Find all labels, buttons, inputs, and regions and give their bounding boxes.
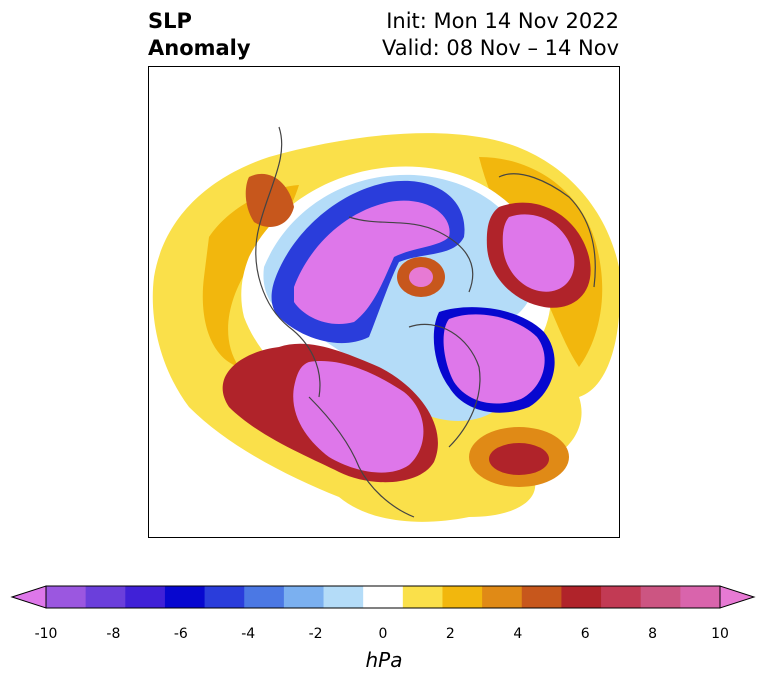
colorbar-tick-label: -2 bbox=[308, 626, 323, 642]
colorbar-frame bbox=[45, 585, 721, 609]
anomaly-arctic-low-core bbox=[294, 200, 450, 325]
colorbar-tick-label: -6 bbox=[173, 626, 188, 642]
colorbar-bin bbox=[85, 586, 126, 608]
colorbar-tick-label: 0 bbox=[378, 626, 388, 642]
title-subtitle: Anomaly bbox=[148, 36, 251, 60]
valid-period: Valid: 08 Nov – 14 Nov bbox=[382, 36, 619, 60]
colorbar-bin bbox=[442, 586, 483, 608]
init-time: Init: Mon 14 Nov 2022 bbox=[386, 9, 619, 33]
colorbar-tick-label: 4 bbox=[513, 626, 523, 642]
colorbar-right-extend bbox=[719, 585, 756, 609]
map-panel bbox=[148, 66, 620, 538]
colorbar-bin bbox=[323, 586, 364, 608]
colorbar-bin bbox=[521, 586, 562, 608]
anomaly-siberia-high-core bbox=[409, 267, 433, 287]
colorbar-bin bbox=[601, 586, 642, 608]
map-svg bbox=[152, 126, 619, 522]
colorbar-bin bbox=[164, 586, 206, 608]
colorbar-bin bbox=[283, 586, 325, 608]
colorbar-bin bbox=[125, 586, 166, 608]
colorbar-bin bbox=[204, 586, 245, 608]
colorbar-unit: hPa bbox=[365, 648, 403, 672]
colorbar-bin bbox=[363, 586, 404, 608]
colorbar-bin bbox=[640, 586, 681, 608]
colorbar-bin bbox=[561, 586, 602, 608]
colorbar-bin bbox=[402, 586, 443, 608]
colorbar-bin bbox=[244, 586, 285, 608]
colorbar-tick-label: 6 bbox=[580, 626, 590, 642]
colorbar-left-extend bbox=[10, 585, 47, 609]
anomaly-west-high-core bbox=[293, 361, 424, 473]
colorbar-tick-label: -10 bbox=[34, 626, 58, 642]
colorbar-bin bbox=[46, 586, 87, 608]
colorbar-bin bbox=[680, 586, 721, 608]
title-right: Init: Mon 14 Nov 2022 Valid: 08 Nov – 14… bbox=[382, 8, 619, 62]
colorbar-tick-label: 8 bbox=[648, 626, 658, 642]
anomaly-atlantic-low-core bbox=[443, 314, 545, 404]
colorbar-tick-label: -4 bbox=[241, 626, 256, 642]
colorbar-tick-label: 10 bbox=[711, 626, 729, 642]
anomaly-northwest-high bbox=[245, 173, 294, 227]
anomaly-pacific-high-core bbox=[489, 443, 549, 475]
anomaly-east-high-core bbox=[502, 214, 575, 292]
colorbar-tick-label: 2 bbox=[445, 626, 455, 642]
title-variable: SLP bbox=[148, 9, 192, 33]
coastlines bbox=[255, 126, 596, 518]
colorbar-bin bbox=[482, 586, 523, 608]
title-left: SLP Anomaly bbox=[148, 8, 251, 62]
colorbar bbox=[10, 585, 756, 609]
colorbar-tick-label: -8 bbox=[106, 626, 121, 642]
